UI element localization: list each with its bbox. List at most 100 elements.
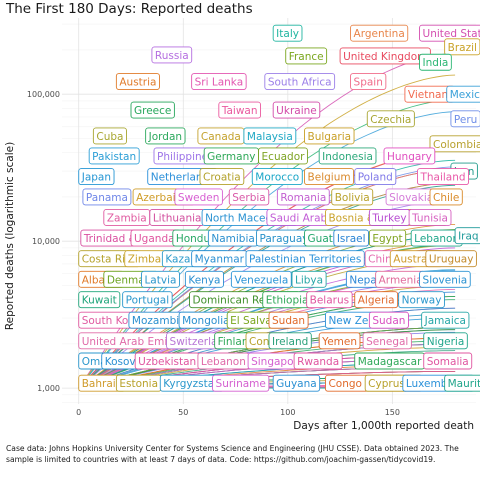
country-label: Myanmar	[191, 250, 248, 268]
country-label-text: Bolivia	[335, 192, 370, 204]
country-label: Panama	[82, 188, 132, 206]
country-label: South Africa	[264, 73, 336, 90]
country-label-box	[408, 209, 452, 226]
country-label: Portugal	[122, 291, 173, 309]
country-label-text: Latvia	[144, 274, 176, 286]
country-label-text: Pakistan	[92, 151, 136, 163]
country-label-text: Mongolia	[182, 315, 230, 327]
axes: 0 50 100 150 1,000 10,000 100,000	[27, 90, 400, 417]
country-label-text: Guyana	[276, 378, 317, 390]
country-label-box	[333, 229, 369, 247]
x-axis-title: Days after 1,000th reported death	[293, 420, 474, 432]
country-label-box	[304, 127, 355, 145]
country-label-text: Libya	[295, 274, 323, 286]
country-label: Nepal	[345, 270, 384, 288]
country-label-text: Romania	[280, 192, 326, 204]
country-label-text: Sweden	[178, 192, 220, 204]
country-label-box	[318, 147, 377, 165]
country-label-box	[419, 270, 471, 288]
country-label: Lebanon	[197, 352, 250, 370]
country-label-text: India	[423, 57, 449, 69]
country-label: Vietnam	[404, 85, 456, 103]
country-label-text: Brazil	[448, 42, 477, 54]
country-label-box	[251, 168, 303, 186]
country-label: Sri Lanka	[191, 73, 247, 90]
country-label: Taiwan	[218, 101, 261, 119]
country-label-text: Italy	[276, 28, 299, 40]
country-label: Norway	[398, 291, 445, 309]
country-label-text: Lebanon	[201, 356, 246, 368]
country-label-text: Uruguay	[429, 254, 474, 266]
country-label-box	[450, 110, 480, 128]
country-label: United States	[419, 24, 480, 42]
country-label: Austria	[115, 73, 160, 90]
country-label-text: Cyprus	[368, 378, 405, 390]
country-label-text: Namibia	[211, 233, 254, 245]
country-label: Slovakia	[385, 188, 437, 206]
country-label-text: Sudan	[272, 315, 305, 327]
country-label-text: Ethiopia	[266, 295, 309, 307]
country-label-text: Hungary	[387, 151, 432, 163]
country-label: Romania	[276, 188, 330, 206]
country-label: Bulgaria	[304, 127, 355, 145]
country-label-text: Bahrain	[82, 378, 123, 390]
country-label-text: Germany	[207, 151, 255, 163]
country-label-box	[419, 53, 452, 71]
country-label-box	[115, 73, 160, 90]
country-label-box	[383, 147, 436, 165]
country-label-box	[272, 374, 321, 392]
country-label-box	[92, 127, 127, 145]
country-label-text: Vietnam	[408, 89, 452, 101]
x-tick-label: 150	[385, 408, 400, 417]
country-label: Brazil	[444, 38, 480, 56]
country-label-box	[264, 73, 336, 90]
country-label: Japan	[78, 168, 115, 186]
country-label-box	[285, 47, 328, 65]
country-label-box	[82, 188, 132, 206]
country-label: Greece	[130, 101, 175, 119]
y-tick-label: 10,000	[32, 237, 60, 246]
country-label-text: Algeria	[358, 295, 395, 307]
country-label-text: Lebanon	[414, 233, 459, 245]
country-label: Malaysia	[243, 127, 297, 145]
country-label: Sweden	[174, 188, 223, 206]
country-label-text: Israel	[337, 233, 366, 245]
country-label: Armenia	[375, 270, 427, 288]
country-label: Chile	[429, 188, 463, 206]
country-label-text: Jamaica	[424, 315, 466, 327]
country-label: Slovenia	[419, 270, 471, 288]
country-label: Palestinian Territories	[245, 250, 365, 268]
country-label: Jamaica	[421, 311, 470, 329]
country-label-text: Belarus	[310, 295, 349, 307]
country-label-box	[429, 135, 480, 153]
country-label-text: Malaysia	[247, 131, 293, 143]
country-label: Estonia	[115, 374, 162, 392]
country-label-text: Ireland	[272, 336, 308, 348]
country-label-box	[421, 311, 470, 329]
country-label-text: United Kingdom	[343, 51, 427, 63]
country-label-text: United States	[423, 28, 480, 40]
country-label-text: Belgium	[308, 172, 351, 184]
country-label-text: Taiwan	[221, 105, 258, 117]
country-label-text: Panama	[86, 192, 128, 204]
country-label-text: Turkey	[371, 212, 406, 224]
country-label-text: Peru	[454, 114, 477, 126]
country-label-text: Costa Rica	[82, 254, 138, 266]
country-label: Belarus	[306, 291, 353, 309]
country-label-text: Slovakia	[389, 192, 433, 204]
country-label: Mauritius	[444, 374, 480, 392]
country-label: Kuwait	[78, 291, 121, 309]
country-label-text: Mauritius	[448, 378, 480, 390]
x-tick-label: 0	[76, 408, 81, 417]
x-tick-label: 100	[280, 408, 295, 417]
chart-caption: Case data: Johns Hopkins University Cent…	[6, 444, 459, 464]
country-label: Tunisia	[408, 209, 452, 226]
country-label: Guyana	[272, 374, 321, 392]
country-label-text: Saudi Arabia	[270, 212, 337, 224]
country-label: Hungary	[383, 147, 436, 165]
y-tick-label: 1,000	[37, 384, 60, 393]
country-label-text: Ecuador	[262, 151, 306, 163]
country-label: Pakistan	[88, 147, 140, 165]
country-label-box	[268, 332, 312, 350]
